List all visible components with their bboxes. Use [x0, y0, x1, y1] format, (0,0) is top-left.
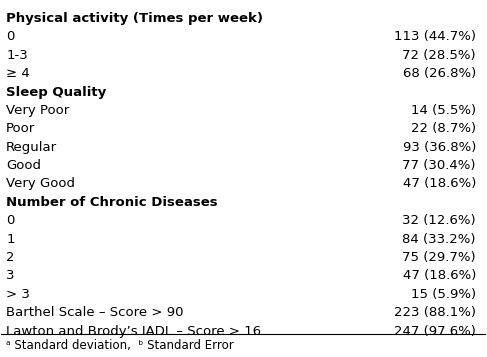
- Text: 0: 0: [6, 214, 15, 227]
- Text: 75 (29.7%): 75 (29.7%): [402, 251, 476, 264]
- Text: 72 (28.5%): 72 (28.5%): [402, 49, 476, 62]
- Text: 93 (36.8%): 93 (36.8%): [403, 141, 476, 154]
- Text: ≥ 4: ≥ 4: [6, 67, 30, 80]
- Text: 14 (5.5%): 14 (5.5%): [411, 104, 476, 117]
- Text: 223 (88.1%): 223 (88.1%): [394, 306, 476, 319]
- Text: 1: 1: [6, 233, 15, 246]
- Text: 1-3: 1-3: [6, 49, 28, 62]
- Text: > 3: > 3: [6, 288, 30, 301]
- Text: 32 (12.6%): 32 (12.6%): [402, 214, 476, 227]
- Text: 247 (97.6%): 247 (97.6%): [394, 325, 476, 338]
- Text: 47 (18.6%): 47 (18.6%): [403, 177, 476, 191]
- Text: 113 (44.7%): 113 (44.7%): [394, 30, 476, 44]
- Text: Lawton and Brody’s IADL – Score > 16: Lawton and Brody’s IADL – Score > 16: [6, 325, 262, 338]
- Text: Barthel Scale – Score > 90: Barthel Scale – Score > 90: [6, 306, 184, 319]
- Text: 77 (30.4%): 77 (30.4%): [402, 159, 476, 172]
- Text: 68 (26.8%): 68 (26.8%): [403, 67, 476, 80]
- Text: ᵃ Standard deviation,  ᵇ Standard Error: ᵃ Standard deviation, ᵇ Standard Error: [6, 339, 234, 352]
- Text: 15 (5.9%): 15 (5.9%): [411, 288, 476, 301]
- Text: Good: Good: [6, 159, 41, 172]
- Text: 22 (8.7%): 22 (8.7%): [411, 122, 476, 135]
- Text: Number of Chronic Diseases: Number of Chronic Diseases: [6, 196, 218, 209]
- Text: Very Good: Very Good: [6, 177, 75, 191]
- Text: Regular: Regular: [6, 141, 57, 154]
- Text: Physical activity (Times per week): Physical activity (Times per week): [6, 12, 263, 25]
- Text: 47 (18.6%): 47 (18.6%): [403, 270, 476, 282]
- Text: Poor: Poor: [6, 122, 36, 135]
- Text: 3: 3: [6, 270, 15, 282]
- Text: 84 (33.2%): 84 (33.2%): [402, 233, 476, 246]
- Text: 0: 0: [6, 30, 15, 44]
- Text: Very Poor: Very Poor: [6, 104, 70, 117]
- Text: 2: 2: [6, 251, 15, 264]
- Text: Sleep Quality: Sleep Quality: [6, 86, 107, 99]
